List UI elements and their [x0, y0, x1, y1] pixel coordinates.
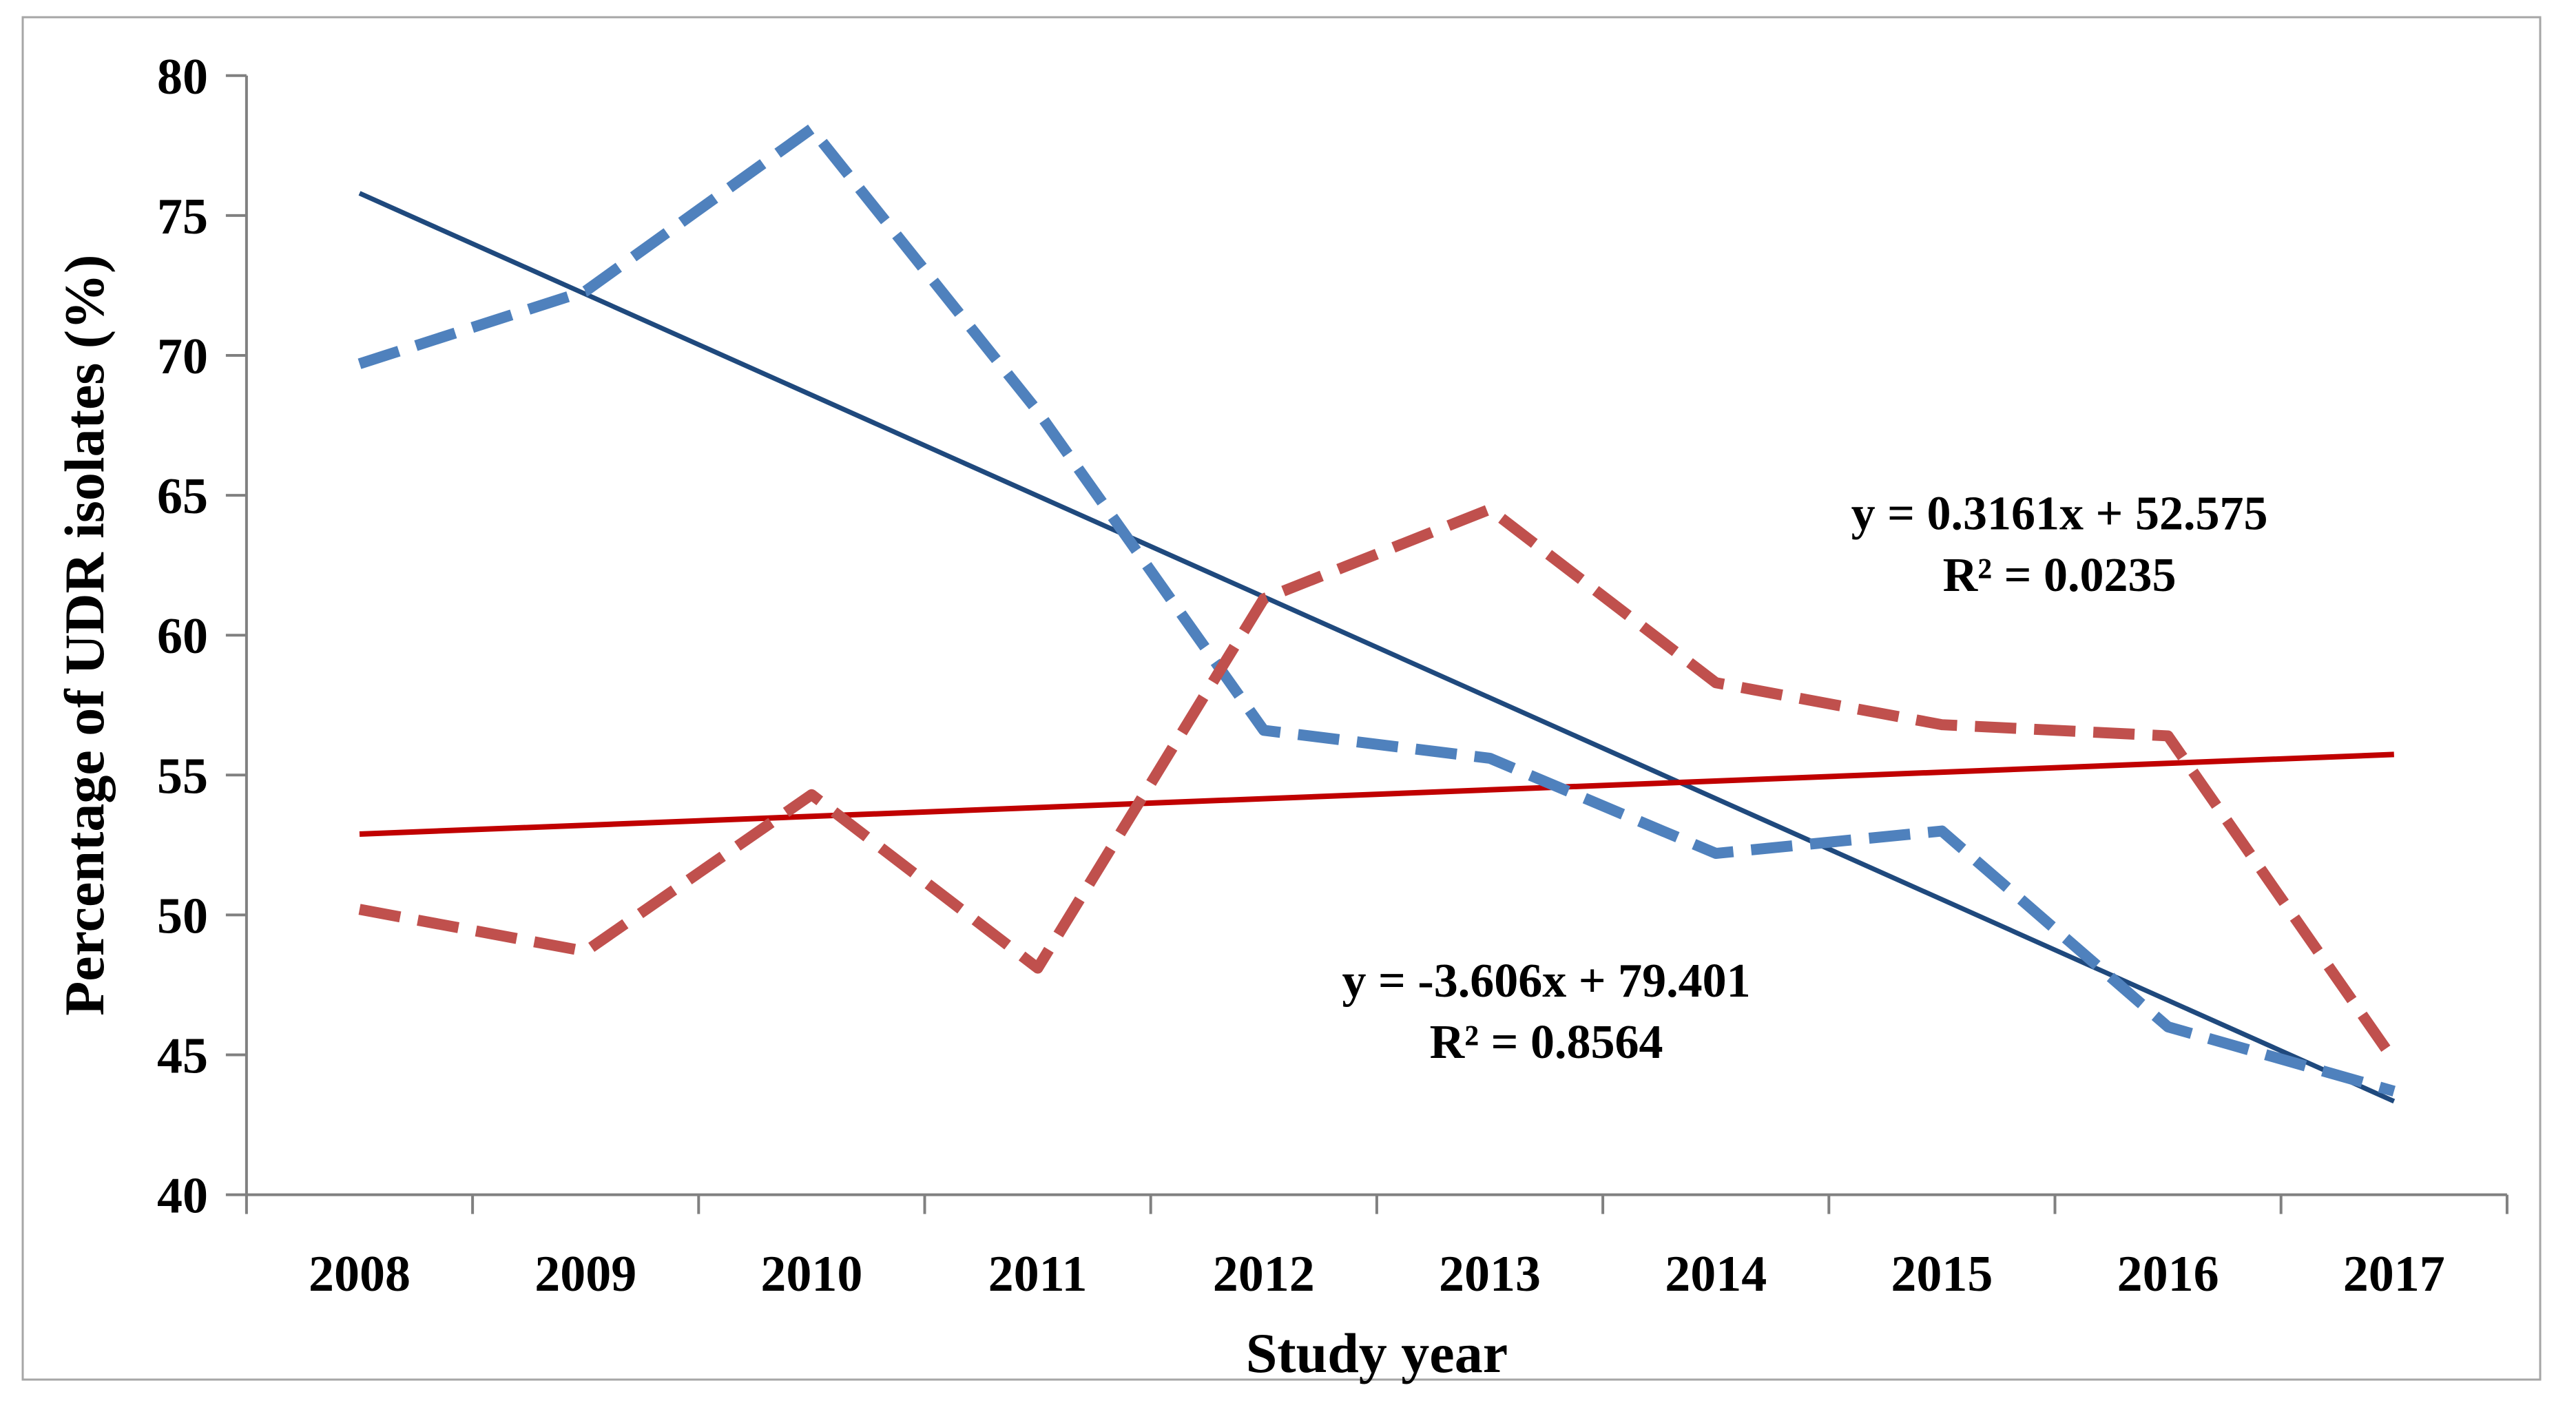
- y-tick-label: 40: [157, 1168, 208, 1225]
- blue-dashed-series: [357, 123, 2396, 1097]
- x-tick-label: 2013: [1439, 1246, 1541, 1302]
- y-tick-label: 45: [157, 1028, 208, 1085]
- x-tick-label: 2017: [2343, 1246, 2445, 1302]
- y-tick-label: 75: [157, 189, 208, 245]
- red-trend-r2: R² = 0.0235: [1943, 549, 2177, 602]
- red-dashed-series-trendline: [359, 751, 2394, 837]
- y-axis-title: Percentage of UDR isolates (%): [53, 255, 116, 1016]
- y-tick-label: 65: [157, 468, 208, 525]
- x-tick-label: 2010: [760, 1246, 862, 1302]
- x-tick-label: 2012: [1213, 1246, 1315, 1302]
- y-tick-label: 70: [157, 329, 208, 385]
- red-trend-equation: y = 0.3161x + 52.575: [1851, 487, 2268, 540]
- y-tick-label: 50: [157, 888, 208, 944]
- x-tick-label: 2011: [988, 1246, 1088, 1302]
- y-tick-label: 60: [157, 608, 208, 665]
- data-series: [357, 123, 2399, 1097]
- axes: 40 45 50 55 60 65 70 75 80 2008 2009 2010 2011 2012 20…: [157, 49, 2509, 1302]
- x-tick-label: 2016: [2117, 1246, 2219, 1302]
- trendlines: [358, 191, 2396, 1104]
- blue-trend-equation: y = -3.606x + 79.401: [1342, 955, 1751, 1008]
- blue-dashed-series-trendline: [358, 191, 2396, 1104]
- red-dashed-series: [358, 503, 2399, 1064]
- y-tick-label: 80: [157, 49, 208, 105]
- x-tick-label: 2008: [309, 1246, 411, 1302]
- chart-border: [21, 16, 2542, 1381]
- x-tick-label: 2009: [534, 1246, 636, 1302]
- x-axis-title: Study year: [1246, 1322, 1508, 1384]
- x-tick-label: 2015: [1891, 1246, 1993, 1302]
- y-tick-label: 55: [157, 748, 208, 804]
- blue-trend-r2: R² = 0.8564: [1430, 1016, 1663, 1069]
- x-tick-label: 2014: [1665, 1246, 1767, 1302]
